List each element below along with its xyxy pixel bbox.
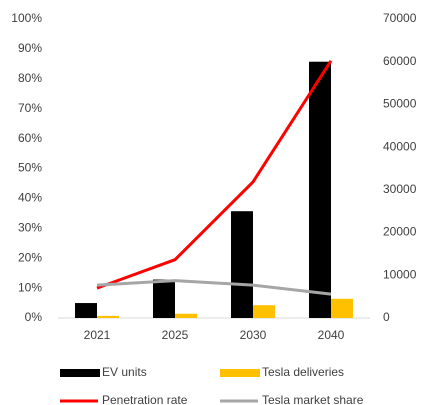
y-tick-label: 40% bbox=[18, 191, 42, 205]
bar bbox=[175, 313, 197, 318]
y-tick-label: 0% bbox=[25, 310, 43, 324]
line bbox=[96, 279, 332, 296]
y-tick-label: 20% bbox=[18, 250, 42, 264]
y-tick-label: 30% bbox=[18, 220, 42, 234]
x-tick-label: 2040 bbox=[318, 328, 345, 342]
legend-label: Tesla market share bbox=[262, 393, 364, 405]
legend-label: Tesla deliveries bbox=[262, 365, 344, 379]
y-tick-label: 80% bbox=[18, 71, 42, 85]
y2-tick-label: 0 bbox=[383, 310, 390, 324]
x-tick-label: 2030 bbox=[240, 328, 267, 342]
y-tick-label: 90% bbox=[18, 41, 42, 55]
y2-tick-label: 10000 bbox=[383, 267, 417, 281]
bar bbox=[153, 279, 175, 318]
y-tick-label: 50% bbox=[18, 161, 42, 175]
bar bbox=[253, 305, 275, 318]
y2-tick-label: 40000 bbox=[383, 139, 417, 153]
legend-swatch bbox=[220, 369, 260, 377]
y-tick-label: 100% bbox=[11, 11, 42, 25]
y2-tick-label: 70000 bbox=[383, 11, 417, 25]
bar bbox=[75, 303, 97, 318]
y2-tick-label: 60000 bbox=[383, 54, 417, 68]
legend-label: Penetration rate bbox=[102, 393, 188, 405]
bar bbox=[309, 61, 331, 318]
y-tick-label: 60% bbox=[18, 131, 42, 145]
y-tick-label: 70% bbox=[18, 101, 42, 115]
bar bbox=[331, 298, 353, 318]
y-tick-label: 10% bbox=[18, 280, 42, 294]
y2-tick-label: 20000 bbox=[383, 225, 417, 239]
legend-swatch bbox=[60, 369, 100, 377]
line bbox=[96, 60, 333, 290]
bar bbox=[97, 315, 119, 318]
x-tick-label: 2021 bbox=[84, 328, 111, 342]
legend-label: EV units bbox=[102, 365, 147, 379]
x-tick-label: 2025 bbox=[162, 328, 189, 342]
bar bbox=[231, 211, 253, 318]
y2-tick-label: 50000 bbox=[383, 97, 417, 111]
y2-tick-label: 30000 bbox=[383, 182, 417, 196]
